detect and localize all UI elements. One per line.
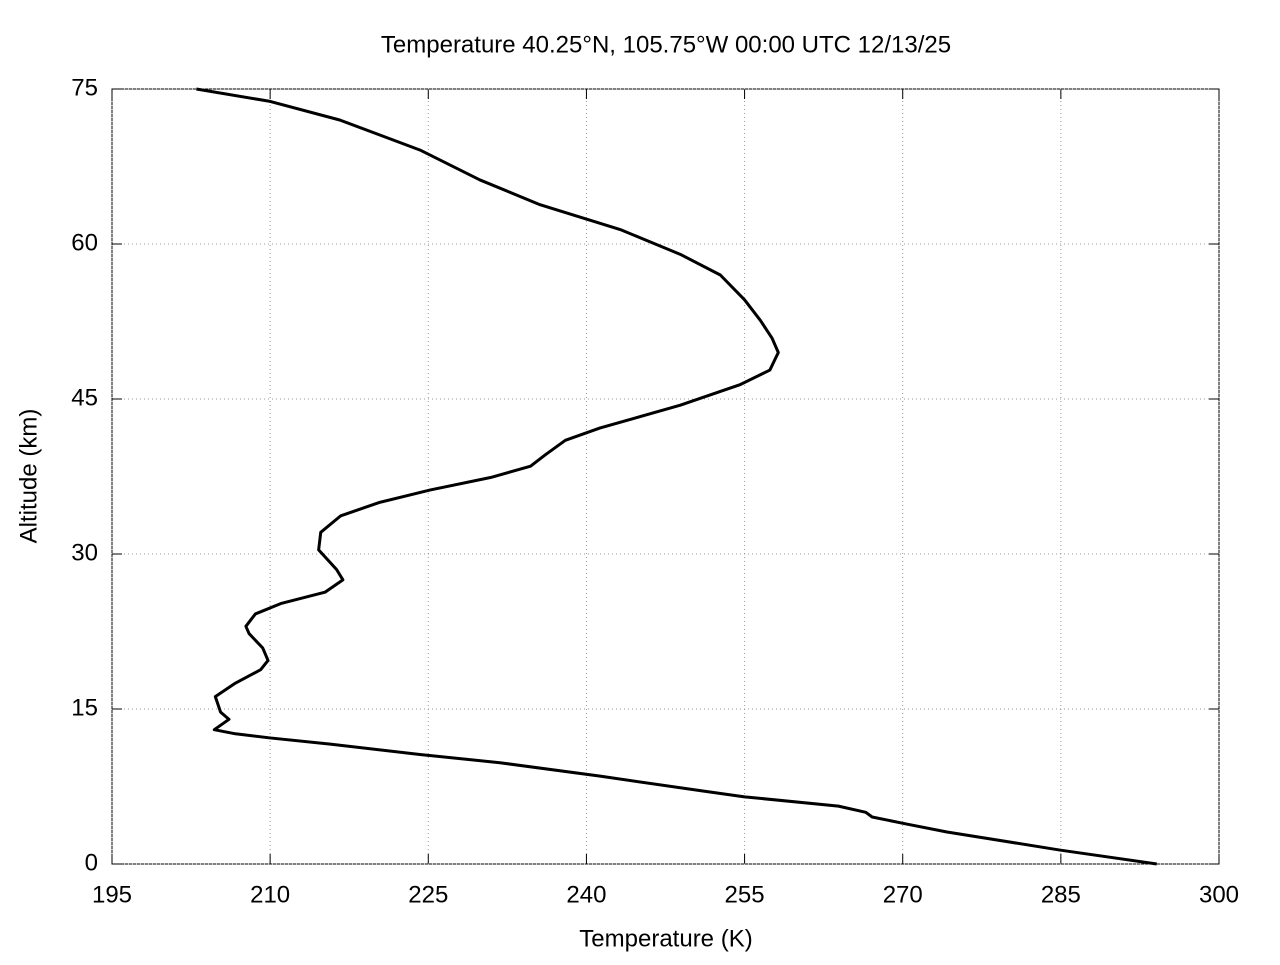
x-tick-label: 195 — [92, 881, 132, 908]
x-tick-label: 285 — [1041, 881, 1081, 908]
y-axis-label: Altitude (km) — [15, 409, 42, 544]
x-axis-label: Temperature (K) — [579, 925, 752, 952]
y-tick-label: 75 — [71, 74, 98, 101]
y-tick-label: 30 — [71, 539, 98, 566]
chart-title: Temperature 40.25°N, 105.75°W 00:00 UTC … — [381, 31, 951, 58]
profile-line — [196, 87, 1158, 866]
y-tick-label: 0 — [85, 849, 98, 876]
x-tick-label: 240 — [566, 881, 606, 908]
y-tick-label: 60 — [71, 229, 98, 256]
y-tick-label: 45 — [71, 384, 98, 411]
x-tick-label: 300 — [1199, 881, 1239, 908]
plot-frame — [111, 88, 1220, 865]
y-tick-label: 15 — [71, 694, 98, 721]
x-tick-label: 255 — [725, 881, 765, 908]
x-tick-label: 225 — [408, 881, 448, 908]
x-tick-label: 210 — [250, 881, 290, 908]
x-tick-label: 270 — [883, 881, 923, 908]
